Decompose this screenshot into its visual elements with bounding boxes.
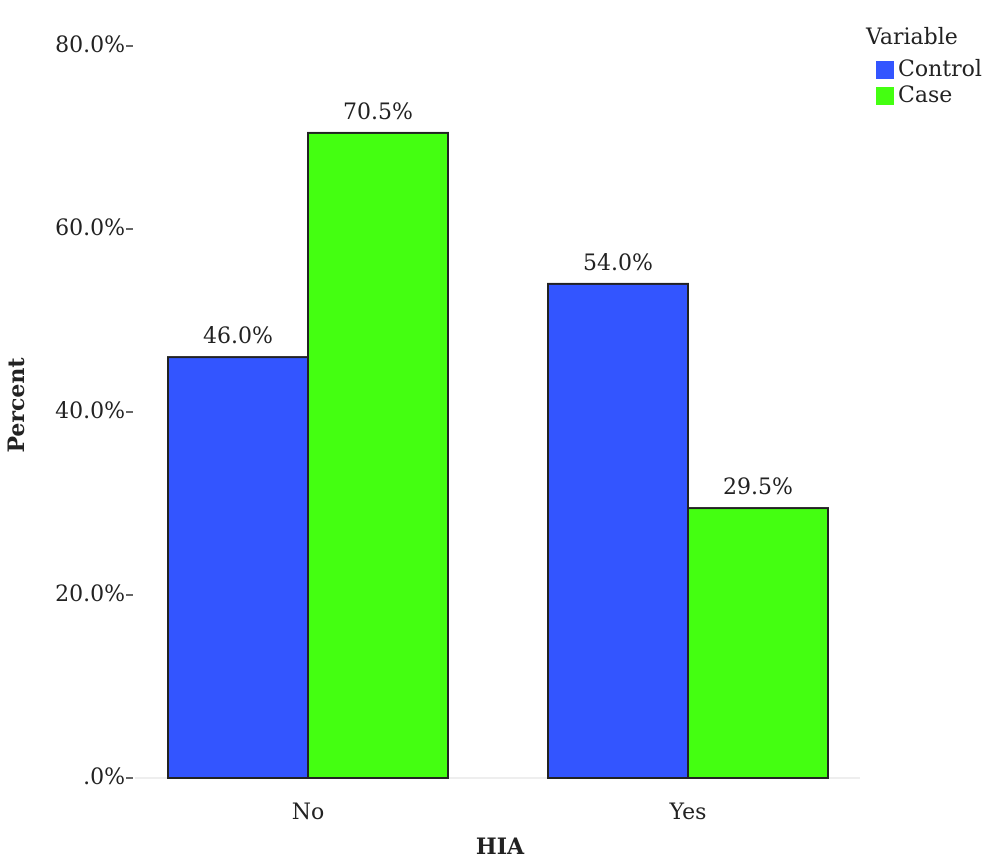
x-axis-title: HIA — [476, 834, 525, 860]
x-tick-label: No — [292, 800, 325, 825]
legend-title: Variable — [865, 25, 958, 50]
value-label: 29.5% — [723, 475, 793, 500]
value-label: 54.0% — [583, 251, 653, 276]
y-tick-label: 80.0% — [55, 33, 125, 58]
y-tick-label: 20.0% — [55, 582, 125, 607]
y-tick-label: 40.0% — [55, 399, 125, 424]
legend-swatch — [876, 61, 894, 79]
bar — [167, 356, 309, 779]
value-label: 70.5% — [343, 100, 413, 125]
value-label: 46.0% — [203, 324, 273, 349]
bar — [307, 131, 449, 780]
x-tick-label: Yes — [669, 800, 707, 825]
y-axis-title: Percent — [4, 357, 30, 453]
y-tick-label: 60.0% — [55, 216, 125, 241]
y-tick-label: .0% — [83, 765, 125, 790]
legend-label: Case — [898, 83, 952, 108]
bar — [547, 282, 689, 779]
bar — [687, 507, 829, 779]
legend-swatch — [876, 87, 894, 105]
legend-label: Control — [898, 57, 982, 82]
